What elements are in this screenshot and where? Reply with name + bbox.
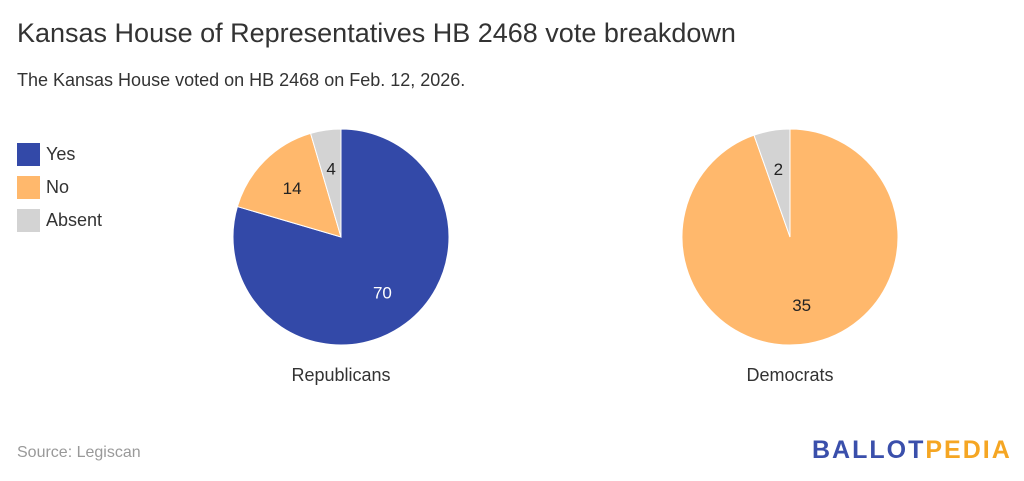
logo-part1: BALLOT <box>812 436 926 464</box>
data-label: 4 <box>326 160 335 179</box>
chart-title: Kansas House of Representatives HB 2468 … <box>17 18 736 48</box>
legend-swatch-yes <box>17 143 40 166</box>
logo-part2: PEDIA <box>925 436 1012 464</box>
legend-label: No <box>46 177 70 197</box>
data-label: 35 <box>792 296 811 315</box>
pie-republicans: 70 14 4 Republicans <box>232 128 450 385</box>
pie-slice-no <box>236 132 342 238</box>
legend-label: Absent <box>46 210 103 230</box>
legend-label: Yes <box>46 144 76 164</box>
chart-subtitle: The Kansas House voted on HB 2468 on Feb… <box>17 70 466 90</box>
data-label: 70 <box>373 283 392 302</box>
legend-item-no: No <box>17 171 102 204</box>
legend-swatch-no <box>17 176 40 199</box>
legend-swatch-absent <box>17 209 40 232</box>
pie-slice-absent <box>309 128 342 238</box>
pie-category-label: Republicans <box>291 365 390 385</box>
ballotpedia-logo: BALLOTPEDIA <box>812 436 1012 465</box>
legend: Yes No Absent <box>17 138 102 237</box>
data-label: 14 <box>283 179 302 198</box>
pie-category-label: Democrats <box>746 365 833 385</box>
pie-slice-absent <box>753 128 791 238</box>
pie-democrats: 35 2 Democrats <box>681 128 899 385</box>
data-label: 2 <box>774 160 783 179</box>
legend-item-absent: Absent <box>17 204 102 237</box>
source-note: Source: Legiscan <box>17 444 141 461</box>
legend-item-yes: Yes <box>17 138 102 171</box>
